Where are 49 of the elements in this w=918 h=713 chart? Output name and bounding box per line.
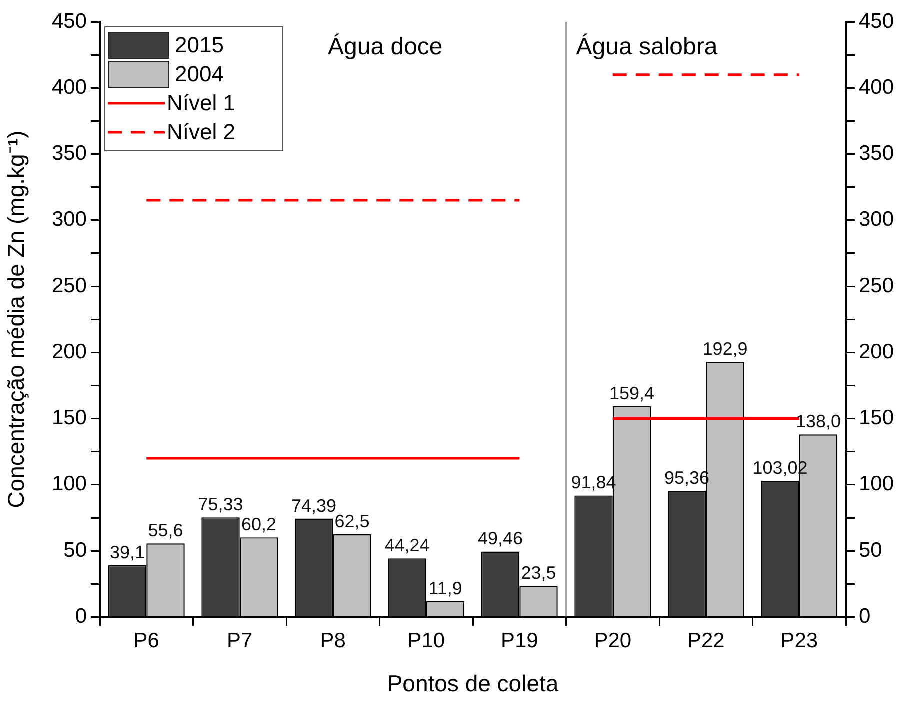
data-label: 138,0: [796, 412, 842, 432]
y2-tick-label: 300: [859, 208, 894, 232]
x-tick-label: P23: [780, 630, 818, 653]
y2-tick-label: 50: [859, 538, 882, 562]
x-tick-label: P8: [320, 630, 346, 653]
y-tick-label: 450: [52, 10, 87, 33]
data-label: 74,39: [291, 496, 337, 516]
y-tick-label: 0: [75, 604, 87, 628]
data-label: 55,6: [148, 520, 184, 541]
data-label: 44,24: [384, 536, 430, 556]
data-label: 75,33: [198, 494, 244, 515]
y2-tick-label: 200: [859, 340, 894, 364]
x-tick-label: P7: [227, 630, 253, 653]
y-tick-label: 50: [64, 538, 87, 562]
y2-tick-label: 150: [859, 406, 894, 430]
data-label: 62,5: [334, 512, 370, 532]
y2-tick-label: 400: [859, 76, 894, 99]
x-tick-label: P10: [408, 630, 446, 653]
data-label: 11,9: [428, 578, 462, 598]
data-label: 159,4: [609, 383, 655, 404]
y-tick-label: 150: [52, 406, 87, 430]
annotation: Água salobra: [576, 34, 718, 61]
y2-tick-label: 0: [859, 604, 871, 628]
x-tick-label: P19: [500, 630, 538, 653]
y-axis-title: Concentração média de Zn (mg.kg⁻¹): [3, 130, 30, 508]
legend-label: 2004: [175, 62, 224, 87]
x-tick-label: P6: [134, 630, 160, 653]
data-label: 23,5: [521, 563, 556, 584]
y-tick-label: 300: [52, 208, 87, 232]
y2-tick-label: 100: [859, 472, 894, 496]
y-tick-label: 350: [52, 142, 87, 166]
x-axis-title: Pontos de coleta: [387, 670, 559, 697]
annotation: Água doce: [328, 34, 443, 61]
y2-tick-label: 350: [859, 142, 894, 166]
y-tick-label: 400: [52, 76, 87, 99]
y2-tick-label: 250: [859, 274, 894, 298]
y2-tick-label: 450: [859, 10, 894, 33]
legend-label: Nível 1: [167, 90, 236, 116]
x-tick-label: P20: [594, 630, 632, 653]
x-tick-label: P22: [687, 630, 725, 653]
data-label: 192,9: [702, 339, 748, 360]
data-label: 49,46: [478, 528, 524, 549]
legend-label: Nível 2: [167, 120, 236, 145]
y-tick-label: 250: [52, 274, 87, 298]
y-tick-label: 100: [52, 472, 87, 496]
legend-label: 2015: [175, 32, 224, 58]
data-label: 60,2: [241, 514, 277, 535]
data-label: 39,1: [110, 542, 146, 562]
y-tick-label: 200: [52, 340, 87, 364]
